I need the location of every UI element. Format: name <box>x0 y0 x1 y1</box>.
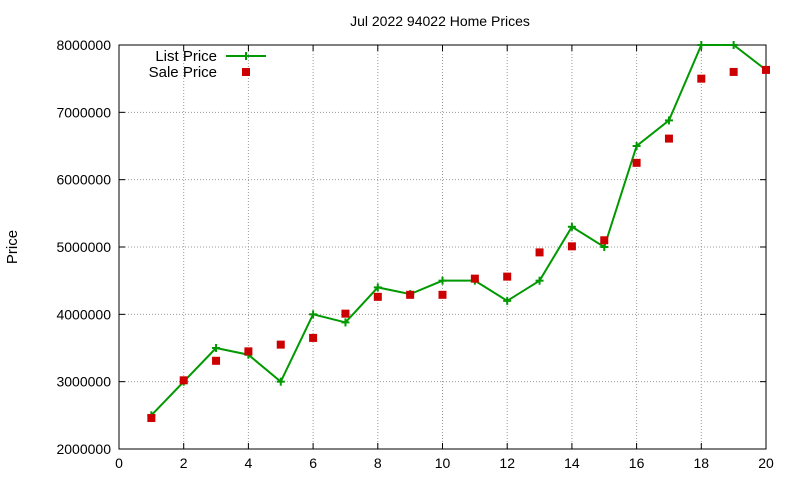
sale-price-point <box>535 248 544 257</box>
list-price-point <box>729 41 738 49</box>
sale-price-point <box>503 272 512 281</box>
chart-title: Jul 2022 94022 Home Prices <box>350 13 530 29</box>
y-tick-label: 5000000 <box>56 239 111 255</box>
sale-price-point <box>309 333 318 342</box>
y-tick-label: 2000000 <box>56 441 111 457</box>
y-tick-label: 7000000 <box>56 104 111 120</box>
list-price-point <box>341 318 350 327</box>
list-price-point <box>664 116 673 125</box>
sale-price-point <box>438 290 447 299</box>
sale-price-point <box>244 347 253 356</box>
list-price-point <box>503 296 512 305</box>
sale-price-point <box>147 414 156 423</box>
list-price-point <box>697 41 706 49</box>
list-price-point <box>212 344 221 352</box>
x-tick-label: 4 <box>245 455 253 471</box>
x-tick-label: 18 <box>694 455 710 471</box>
sale-price-point <box>697 74 706 83</box>
list-price-point <box>632 142 641 150</box>
y-tick-label: 6000000 <box>56 172 111 188</box>
legend-cross-sample <box>242 52 250 60</box>
x-tick-label: 8 <box>374 455 382 471</box>
x-tick-label: 16 <box>629 455 645 471</box>
sale-price-point <box>470 274 479 283</box>
y-tick-label: 4000000 <box>56 306 111 322</box>
y-tick-label: 8000000 <box>56 37 111 53</box>
x-tick-label: 0 <box>115 455 123 471</box>
legend-label: Sale Price <box>149 64 217 81</box>
list-price-point <box>600 243 609 251</box>
list-price-point <box>567 222 576 231</box>
x-tick-label: 2 <box>180 455 188 471</box>
sale-price-point <box>341 309 350 318</box>
sale-price-point <box>276 340 285 349</box>
sale-price-point <box>729 67 738 76</box>
sale-price-point <box>406 290 415 299</box>
axis-ticks: 0 2 4 6 8 10 12 14 16 18 20 2000000 3000000 4000000 50… <box>56 37 774 471</box>
sale-price-point <box>567 242 576 251</box>
legend-label: List Price <box>155 48 217 65</box>
list-price-point <box>309 310 318 319</box>
series <box>147 41 770 423</box>
list-price-point <box>373 283 382 292</box>
list-price-point <box>438 276 447 285</box>
sale-price-point <box>762 65 770 74</box>
x-tick-label: 10 <box>435 455 451 471</box>
x-tick-label: 12 <box>499 455 515 471</box>
list-price-point <box>535 276 544 285</box>
x-tick-label: 6 <box>309 455 317 471</box>
sale-price-point <box>600 236 609 245</box>
list-price-point <box>276 377 285 386</box>
sale-price-point <box>179 376 188 385</box>
legend-square-sample <box>242 68 250 76</box>
sale-price-point <box>212 356 221 365</box>
sale-price-point <box>664 134 673 143</box>
y-axis-label: Price <box>4 230 21 264</box>
x-tick-label: 14 <box>564 455 580 471</box>
sale-price-point <box>632 158 641 167</box>
y-tick-label: 3000000 <box>56 374 111 390</box>
sale-price-point <box>373 292 382 301</box>
series-sale-price <box>147 65 770 423</box>
x-tick-label: 20 <box>758 455 774 471</box>
list-price-line <box>150 44 767 417</box>
